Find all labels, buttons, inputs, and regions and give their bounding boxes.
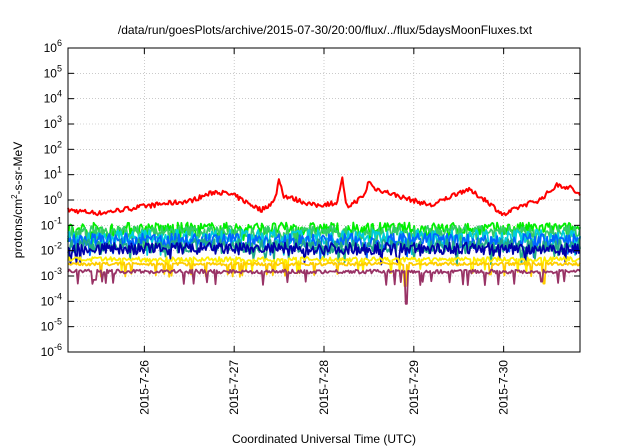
x-tick-label: 2015-7-28 bbox=[317, 360, 331, 415]
y-tick-base: 10 bbox=[44, 66, 58, 80]
y-tick-exp: -2 bbox=[54, 241, 62, 251]
y-tick-exp: 5 bbox=[57, 63, 62, 73]
y-tick-label: 100 bbox=[44, 190, 62, 207]
y-tick-label: 102 bbox=[44, 139, 62, 156]
y-axis-label-rest: -s-sr-MeV bbox=[11, 142, 25, 195]
x-tick-label: 2015-7-29 bbox=[407, 360, 421, 415]
y-tick-exp: 1 bbox=[57, 165, 62, 175]
y-tick-exp: 2 bbox=[57, 139, 62, 149]
series-line-7 bbox=[67, 241, 581, 266]
y-tick-exp: -4 bbox=[54, 291, 62, 301]
y-tick-exp: -6 bbox=[54, 342, 62, 352]
x-tick-label: 2015-7-27 bbox=[227, 360, 241, 415]
y-tick-exp: -1 bbox=[54, 215, 62, 225]
y-axis-label-base: protons/cm bbox=[11, 199, 25, 258]
x-tick-label: 2015-7-26 bbox=[137, 360, 151, 415]
chart-title: /data/run/goesPlots/archive/2015-07-30/2… bbox=[118, 23, 533, 37]
series-line-9 bbox=[67, 261, 581, 287]
y-tick-label: 10-4 bbox=[41, 291, 62, 308]
series-line-1 bbox=[67, 176, 581, 217]
y-tick-label: 10-5 bbox=[41, 317, 62, 334]
y-tick-base: 10 bbox=[41, 218, 55, 232]
series-line-3 bbox=[67, 225, 581, 250]
y-tick-exp: 6 bbox=[57, 38, 62, 48]
y-tick-label: 103 bbox=[44, 114, 62, 131]
y-tick-label: 105 bbox=[44, 63, 62, 80]
y-tick-label: 104 bbox=[44, 89, 62, 106]
y-tick-base: 10 bbox=[44, 92, 58, 106]
x-axis-label: Coordinated Universal Time (UTC) bbox=[232, 432, 416, 446]
y-tick-label: 10-6 bbox=[41, 342, 62, 359]
series-line-8 bbox=[67, 256, 581, 275]
y-axis-label-sup: 2 bbox=[10, 194, 19, 199]
y-tick-label: 106 bbox=[44, 38, 62, 55]
x-axis: 2015-7-26 2015-7-27 2015-7-28 2015-7-29 2015… bbox=[137, 48, 511, 415]
y-tick-base: 10 bbox=[41, 244, 55, 258]
series-line-5 bbox=[67, 232, 581, 260]
y-tick-label: 10-1 bbox=[41, 215, 62, 232]
y-tick-base: 10 bbox=[44, 142, 58, 156]
y-tick-base: 10 bbox=[44, 117, 58, 131]
series-group bbox=[67, 176, 581, 305]
y-tick-label: 10-2 bbox=[41, 241, 62, 258]
y-tick-exp: -3 bbox=[54, 266, 62, 276]
y-tick-exp: -5 bbox=[54, 317, 62, 327]
x-tick-label: 2015-7-30 bbox=[497, 360, 511, 415]
y-tick-base: 10 bbox=[41, 320, 55, 334]
y-tick-exp: 0 bbox=[57, 190, 62, 200]
y-tick-base: 10 bbox=[41, 269, 55, 283]
grid bbox=[68, 48, 580, 352]
y-tick-base: 10 bbox=[41, 345, 55, 359]
y-tick-base: 10 bbox=[41, 294, 55, 308]
y-tick-base: 10 bbox=[44, 41, 58, 55]
series-line-10 bbox=[67, 268, 581, 305]
y-tick-label: 10-3 bbox=[41, 266, 62, 283]
y-tick-base: 10 bbox=[44, 168, 58, 182]
y-tick-exp: 4 bbox=[57, 89, 62, 99]
y-tick-exp: 3 bbox=[57, 114, 62, 124]
y-axis-label: protons/cm2-s-sr-MeV bbox=[10, 142, 25, 258]
y-tick-base: 10 bbox=[44, 193, 58, 207]
y-tick-label: 101 bbox=[44, 165, 62, 182]
y-axis: 10-610-510-410-310-210-11001011021031041… bbox=[41, 38, 580, 359]
